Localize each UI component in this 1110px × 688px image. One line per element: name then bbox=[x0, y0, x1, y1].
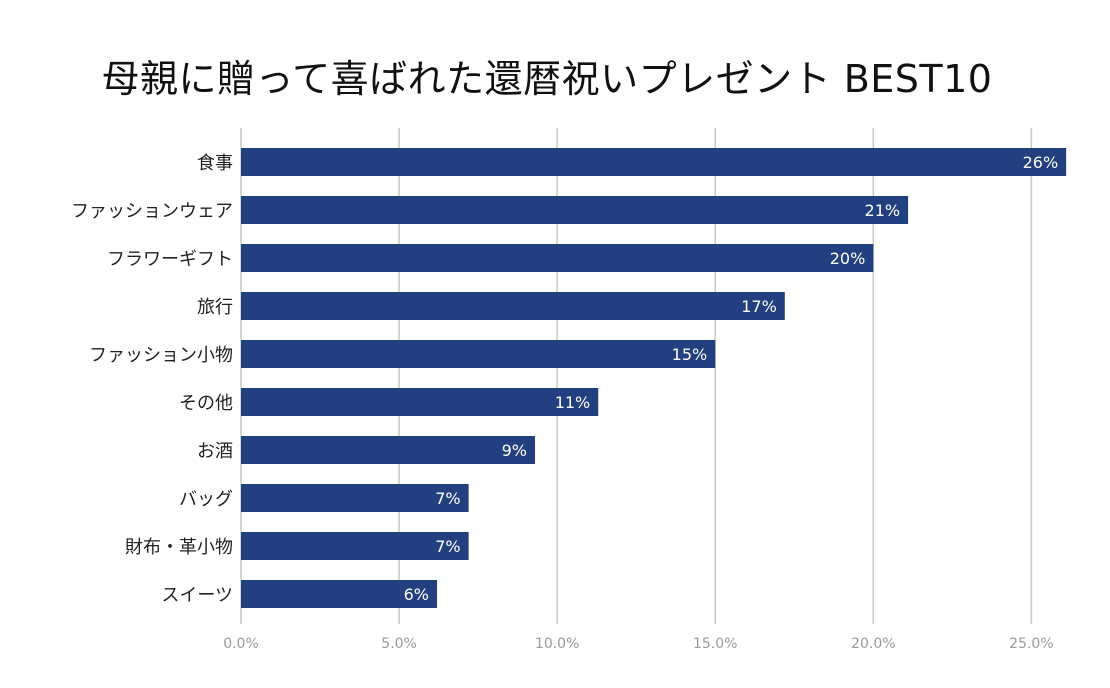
bar-data-label: 21% bbox=[865, 201, 901, 220]
bar-data-label: 7% bbox=[435, 537, 460, 556]
bar-data-label: 26% bbox=[1023, 153, 1059, 172]
bar bbox=[241, 292, 785, 320]
x-tick-label: 20.0% bbox=[851, 636, 895, 652]
category-label: スイーツ bbox=[161, 585, 233, 606]
chart-title: 母親に贈って喜ばれた還暦祝いプレゼント BEST10 bbox=[101, 57, 993, 101]
bar bbox=[241, 532, 469, 560]
bar bbox=[241, 340, 716, 368]
bar-data-label: 15% bbox=[672, 345, 708, 364]
category-label: バッグ bbox=[179, 489, 233, 510]
category-label: ファッションウェア bbox=[71, 201, 233, 222]
x-tick-label: 15.0% bbox=[693, 636, 737, 652]
bar bbox=[241, 196, 909, 224]
bar bbox=[241, 580, 438, 608]
category-label: ファッション小物 bbox=[89, 345, 233, 366]
x-tick-label: 25.0% bbox=[1009, 636, 1053, 652]
category-label: 食事 bbox=[197, 153, 233, 174]
bar-data-label: 6% bbox=[404, 585, 429, 604]
x-tick-label: 10.0% bbox=[535, 636, 579, 652]
category-label: フラワーギフト bbox=[107, 249, 233, 270]
bar-data-label: 11% bbox=[555, 393, 591, 412]
category-label: お酒 bbox=[197, 441, 233, 462]
category-label: 旅行 bbox=[197, 297, 233, 318]
bar-data-label: 20% bbox=[830, 249, 866, 268]
bar-data-label: 7% bbox=[435, 489, 460, 508]
category-label: その他 bbox=[179, 393, 233, 414]
bar bbox=[241, 484, 469, 512]
bar-data-label: 17% bbox=[741, 297, 777, 316]
category-label: 財布・革小物 bbox=[125, 537, 233, 558]
bar bbox=[241, 148, 1067, 176]
x-tick-label: 0.0% bbox=[223, 636, 259, 652]
bar-data-label: 9% bbox=[502, 441, 527, 460]
bar bbox=[241, 388, 599, 416]
bar bbox=[241, 244, 874, 272]
bar bbox=[241, 436, 536, 464]
x-tick-label: 5.0% bbox=[381, 636, 417, 652]
